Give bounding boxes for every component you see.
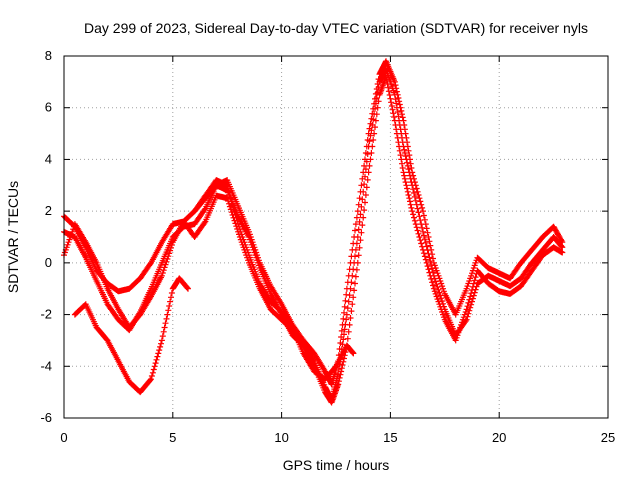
x-tick-label: 5 (169, 430, 176, 445)
y-tick-label: 0 (45, 255, 52, 270)
plot-frame (63, 55, 609, 419)
x-tick-label: 15 (383, 430, 397, 445)
series-markers (71, 275, 191, 396)
x-tick-label: 10 (274, 430, 288, 445)
y-tick-label: 4 (45, 151, 52, 166)
y-tick-label: 2 (45, 203, 52, 218)
axis-ticks: 0 5 10 15 20 25 -6 -4 -2 0 2 4 6 8 (40, 48, 615, 445)
y-tick-label: 6 (45, 100, 52, 115)
x-tick-label: 25 (601, 430, 615, 445)
data-series (61, 58, 566, 406)
chart-title: Day 299 of 2023, Sidereal Day-to-day VTE… (84, 20, 588, 36)
series-markers (191, 177, 357, 383)
y-axis-label: SDTVAR / TECUs (5, 181, 21, 293)
x-tick-label: 0 (60, 430, 67, 445)
y-tick-label: 8 (45, 48, 52, 63)
x-axis-label: GPS time / hours (283, 457, 390, 473)
y-tick-label: -6 (40, 410, 52, 425)
series-track-5 (191, 177, 357, 383)
x-tick-label: 20 (492, 430, 506, 445)
y-tick-label: -2 (40, 307, 52, 322)
grid (64, 56, 608, 418)
y-tick-label: -4 (40, 358, 52, 373)
series-track-4 (71, 275, 191, 396)
